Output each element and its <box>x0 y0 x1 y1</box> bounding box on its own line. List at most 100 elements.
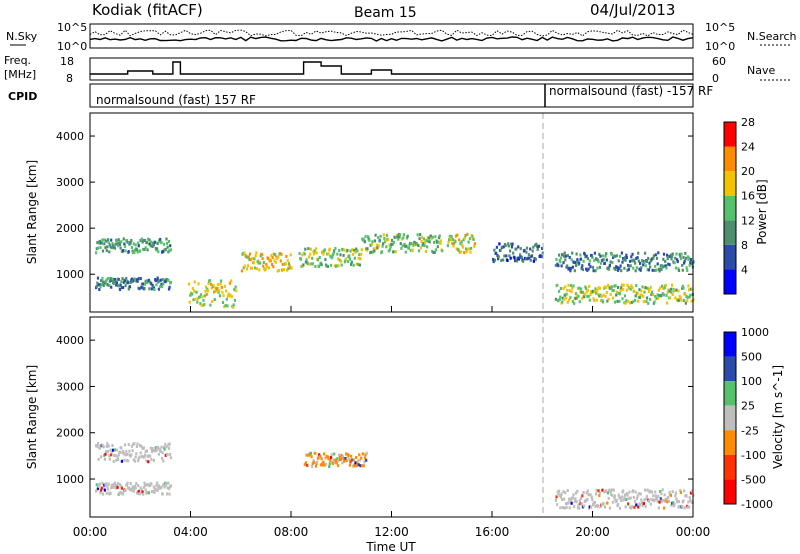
scatter-cell <box>569 266 573 270</box>
scatter-cell <box>632 495 635 499</box>
scatter-cell <box>631 286 634 290</box>
scatter-cell <box>449 236 452 240</box>
scatter-cell <box>558 289 561 293</box>
scatter-cell <box>368 251 372 255</box>
scatter-cell <box>597 489 600 493</box>
scatter-cell <box>579 257 583 261</box>
scatter-cell <box>685 266 688 270</box>
scatter-cell <box>691 287 694 291</box>
scatter-cell <box>357 256 360 260</box>
scatter-cell <box>454 234 458 238</box>
scatter-cell <box>689 258 693 261</box>
scatter-cell <box>608 488 611 492</box>
scatter-cell <box>249 258 252 262</box>
scatter-cell <box>570 290 573 294</box>
scatter-cell <box>682 286 685 290</box>
scatter-cell <box>348 463 351 467</box>
scatter-cell <box>622 288 625 292</box>
scatter-cell <box>683 506 686 510</box>
scatter-cell <box>393 235 396 239</box>
scatter-cell <box>113 278 117 281</box>
scatter-cell <box>559 256 562 260</box>
scatter-cell <box>430 237 433 241</box>
nave-top-tick: 60 <box>712 55 726 68</box>
scatter-cell <box>154 446 157 450</box>
scatter-cell <box>355 247 358 251</box>
scatter-cell <box>428 240 431 244</box>
scatter-cell <box>211 299 214 303</box>
scatter-cell <box>620 269 623 273</box>
scatter-cell <box>613 266 616 270</box>
scatter-cell <box>657 494 660 498</box>
scatter-cell <box>650 293 653 296</box>
scatter-cell <box>456 233 459 237</box>
scatter-cell <box>590 254 593 257</box>
scatter-cell <box>362 237 365 241</box>
scatter-cell <box>610 252 613 256</box>
scatter-cell <box>304 461 307 465</box>
scatter-cell <box>620 283 623 287</box>
scatter-cell <box>496 254 499 258</box>
scatter-cell <box>388 243 391 247</box>
scatter-cell <box>567 283 570 287</box>
scatter-cell <box>354 461 357 465</box>
scatter-cell <box>204 285 208 289</box>
scatter-cell <box>472 237 475 241</box>
scatter-cell <box>632 300 635 304</box>
scatter-cell <box>564 491 567 495</box>
scatter-cell <box>261 257 264 261</box>
scatter-cell <box>669 287 672 291</box>
scatter-cell <box>358 458 361 462</box>
scatter-cell <box>533 257 536 261</box>
scatter-cell <box>311 462 314 465</box>
ytick-label: 4000 <box>56 334 84 347</box>
scatter-cell <box>463 251 466 255</box>
scatter-cell <box>558 253 561 257</box>
scatter-cell <box>633 289 636 293</box>
scatter-cell <box>646 488 649 492</box>
scatter-cell <box>267 257 270 261</box>
scatter-cell <box>532 259 535 263</box>
scatter-cell <box>576 294 579 298</box>
scatter-cell <box>651 498 654 502</box>
scatter-cell <box>620 286 623 290</box>
scatter-cell <box>646 268 649 272</box>
scatter-cell <box>581 505 584 509</box>
scatter-cell <box>571 496 574 500</box>
scatter-cell <box>210 286 213 290</box>
scatter-cell <box>404 250 407 254</box>
scatter-cell <box>250 266 253 270</box>
scatter-cell <box>286 268 289 272</box>
scatter-cell <box>201 303 204 307</box>
scatter-cell <box>155 283 158 287</box>
scatter-cell <box>167 278 170 282</box>
scatter-cell <box>117 458 120 461</box>
scatter-cell <box>105 239 108 243</box>
scatter-cell <box>566 502 569 505</box>
scatter-cell <box>424 249 427 253</box>
scatter-cell <box>326 252 329 256</box>
scatter-cell <box>160 485 163 489</box>
scatter-cell <box>689 498 692 502</box>
scatter-cell <box>674 256 677 260</box>
ytick-label: 3000 <box>56 380 84 393</box>
scatter-cell <box>600 261 603 265</box>
scatter-cell <box>340 453 343 457</box>
velocity-ylabel: Slant Range [km] <box>25 365 39 469</box>
scatter-cell <box>272 265 275 269</box>
scatter-cell <box>649 489 652 493</box>
scatter-cell <box>574 261 577 264</box>
nsky-label: N.Sky <box>6 30 38 43</box>
scatter-cell <box>328 462 331 466</box>
scatter-cell <box>431 235 434 239</box>
scatter-cell <box>164 442 167 446</box>
scatter-cell <box>360 456 363 460</box>
scatter-cell <box>107 444 110 448</box>
scatter-cell <box>262 264 265 268</box>
scatter-cell <box>593 251 596 255</box>
scatter-cell <box>213 290 216 294</box>
scatter-cell <box>585 491 588 495</box>
scatter-cell <box>149 446 152 450</box>
scatter-cell <box>515 259 519 263</box>
scatter-cell <box>581 268 584 272</box>
